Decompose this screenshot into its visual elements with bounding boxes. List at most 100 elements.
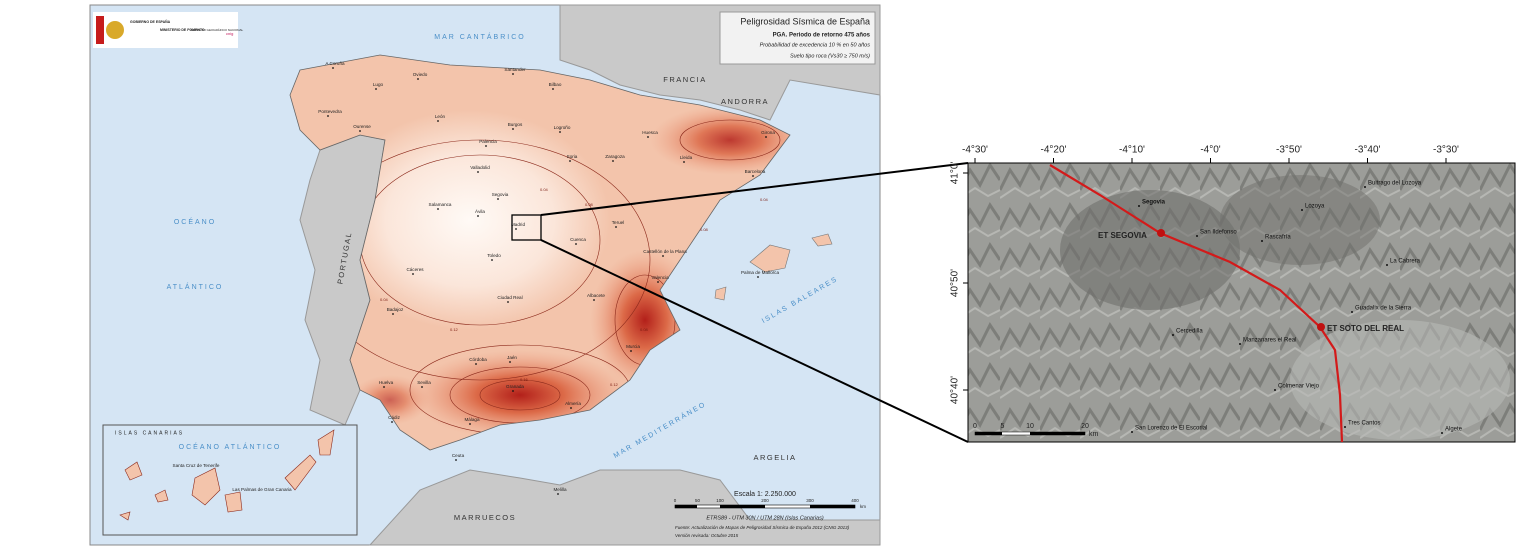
city-label: Soria [567, 154, 578, 159]
legend-subtitle: PGA. Periodo de retorno 475 años [773, 33, 871, 39]
city-dot [612, 160, 614, 162]
canarias-inset [102, 424, 358, 536]
city-label: Melilla [553, 487, 566, 492]
contour-label: 0.12 [610, 382, 619, 387]
station-label: ET SOTO DEL REAL [1327, 324, 1404, 333]
city-dot [485, 145, 487, 147]
logo-shield [106, 21, 124, 39]
city-label: Teruel [612, 220, 625, 225]
africa-land [368, 469, 881, 546]
station-label: ET SEGOVIA [1098, 231, 1147, 240]
city-dot [752, 175, 754, 177]
city-dot [630, 350, 632, 352]
town-label: San Ildefonso [1200, 230, 1237, 236]
station-marker [1157, 229, 1165, 237]
city-dot [569, 160, 571, 162]
city-dot [662, 255, 664, 257]
scale-tick-label: 20 [1081, 423, 1089, 430]
city-dot [469, 423, 471, 425]
contour-label: 0.16 [520, 377, 529, 382]
legend-note: Suelo tipo roca (Vs30 ≥ 750 m/s) [790, 53, 870, 59]
town-label: Colmenar Viejo [1278, 384, 1320, 390]
city-label: Murcia [626, 344, 640, 349]
lat-tick-label: 40°50' [950, 269, 961, 297]
town-label: Guadalix de la Sierra [1355, 306, 1412, 312]
city-dot [383, 386, 385, 388]
town-dot [1172, 334, 1174, 336]
city-label: Zaragoza [605, 154, 625, 159]
city-dot [657, 281, 659, 283]
city-label: Valencia [651, 275, 669, 280]
city-label: Valladolid [470, 165, 490, 170]
lon-tick-label: -4°0' [1200, 145, 1220, 156]
power-line [1049, 164, 1344, 443]
town-dot [1274, 389, 1276, 391]
city-label: Madrid [511, 222, 525, 227]
town-dot [1441, 432, 1443, 434]
scale-label: Escala 1: 2.250.000 [734, 491, 796, 498]
town-dot [1301, 209, 1303, 211]
city-dot [593, 299, 595, 301]
station-marker [1317, 323, 1325, 331]
town-label: Lozoya [1305, 204, 1325, 210]
town-label: La Cabrera [1390, 259, 1421, 265]
lon-tick-label: -4°30' [962, 145, 988, 156]
city-dot [683, 161, 685, 163]
lon-tick-label: -3°50' [1276, 145, 1302, 156]
country-label: ARGELIA [753, 453, 796, 462]
city-label: León [435, 114, 446, 119]
legend-box [719, 11, 876, 65]
city-label: Pontevedra [318, 109, 342, 114]
city-label: Badajoz [387, 307, 404, 312]
city-label: Ceuta [452, 453, 465, 458]
detail-scale-bar [974, 431, 1086, 436]
city-dot [552, 88, 554, 90]
city-label: A Coruña [325, 61, 345, 66]
contour-label: 0.04 [540, 187, 549, 192]
logo-text: MINISTERIO DE FOMENTO [160, 28, 205, 32]
town-label: Buitrago del Lozoya [1368, 181, 1422, 187]
contour-label: 0.08 [640, 327, 649, 332]
city-label: Granada [506, 384, 524, 389]
country-label: ANDORRA [721, 97, 769, 106]
contour-label: 0.08 [700, 227, 709, 232]
city-dot [491, 259, 493, 261]
scale-unit: km [860, 504, 866, 509]
city-dot [332, 67, 334, 69]
contour-label: 0.04 [380, 297, 389, 302]
city-label: Córdoba [469, 357, 487, 362]
logo-flag [96, 16, 104, 44]
city-dot [615, 226, 617, 228]
town-dot [1138, 205, 1140, 207]
town-dot [1386, 264, 1388, 266]
city-label: Girona [761, 130, 775, 135]
city-label: Ourense [353, 124, 371, 129]
city-label: Castellón de la Plana [643, 249, 687, 254]
city-label: Ávila [475, 208, 485, 214]
balearic-islands [714, 233, 833, 301]
city-dot [359, 130, 361, 132]
town-label: Segovia [1142, 200, 1166, 206]
city-dot [417, 78, 419, 80]
city-dot [392, 313, 394, 315]
legend-note: Probabilidad de excedencia 10 % en 50 añ… [760, 42, 871, 48]
detail-map [967, 162, 1516, 443]
scale-tick-label: 0 [973, 423, 977, 430]
connector-line [540, 239, 969, 443]
city-dot [559, 131, 561, 133]
town-dot [1196, 235, 1198, 237]
town-label: Algete [1445, 427, 1463, 433]
city-label: Cádiz [388, 415, 400, 420]
scale-tick-label: 5 [1001, 423, 1005, 430]
logo-text: INSTITUTO GEOGRÁFICO NACIONAL [190, 28, 243, 32]
town-dot [1261, 240, 1263, 242]
sea-label: OCÉANO [174, 217, 216, 226]
terrain [1060, 190, 1240, 310]
town-label: Cercedilla [1176, 329, 1203, 335]
city-dot [512, 73, 514, 75]
city-dot [477, 215, 479, 217]
city-label: Las Palmas de Gran Canaria [232, 487, 292, 492]
city-label: Sevilla [417, 380, 431, 385]
contour-label: 0.12 [450, 327, 459, 332]
city-label: Lleida [680, 155, 693, 160]
